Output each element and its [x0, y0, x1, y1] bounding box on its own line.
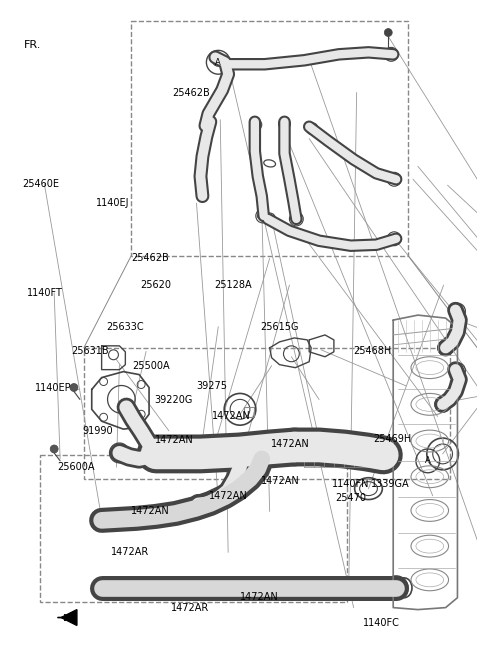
Text: 1339GA: 1339GA: [371, 479, 409, 489]
Text: 25460E: 25460E: [23, 178, 60, 189]
Text: 1472AN: 1472AN: [209, 491, 248, 501]
Text: 1472AN: 1472AN: [261, 476, 300, 486]
Text: 25600A: 25600A: [57, 462, 95, 472]
Text: 1472AN: 1472AN: [240, 592, 279, 602]
Text: 25462B: 25462B: [131, 253, 168, 264]
Text: 25633C: 25633C: [106, 321, 144, 332]
Text: 25500A: 25500A: [132, 361, 169, 371]
Bar: [40, 455, 347, 602]
Text: 1140FN: 1140FN: [332, 479, 369, 489]
Bar: [131, 20, 408, 256]
Text: 25620: 25620: [140, 280, 171, 290]
Text: 1472AN: 1472AN: [155, 435, 193, 445]
Text: 39275: 39275: [196, 381, 228, 391]
Text: 25631B: 25631B: [72, 346, 109, 356]
Text: 1472AN: 1472AN: [131, 506, 169, 516]
Text: 25470: 25470: [335, 493, 366, 503]
Text: 25462B: 25462B: [173, 87, 210, 98]
Text: 1472AR: 1472AR: [111, 547, 149, 558]
Text: 1140FC: 1140FC: [363, 619, 400, 628]
Text: 25615G: 25615G: [260, 321, 299, 332]
Text: 1472AR: 1472AR: [171, 603, 209, 613]
Text: 91990: 91990: [83, 426, 113, 436]
Circle shape: [70, 384, 78, 392]
Text: 1472AN: 1472AN: [271, 439, 310, 449]
Text: 25128A: 25128A: [215, 280, 252, 290]
Text: 25468H: 25468H: [353, 346, 391, 356]
Text: 25469H: 25469H: [373, 434, 411, 443]
Circle shape: [213, 495, 223, 506]
Text: 39220G: 39220G: [155, 394, 193, 405]
Text: 1140EP: 1140EP: [35, 384, 72, 394]
Text: A: A: [216, 58, 221, 67]
Text: 1472AN: 1472AN: [212, 411, 250, 421]
Polygon shape: [61, 609, 77, 625]
Circle shape: [384, 29, 392, 37]
Text: FR.: FR.: [24, 40, 41, 50]
Text: 1140FT: 1140FT: [27, 288, 63, 298]
Bar: [84, 348, 450, 479]
Circle shape: [50, 445, 58, 453]
Text: 1140EJ: 1140EJ: [96, 198, 129, 208]
Text: A: A: [425, 457, 431, 465]
